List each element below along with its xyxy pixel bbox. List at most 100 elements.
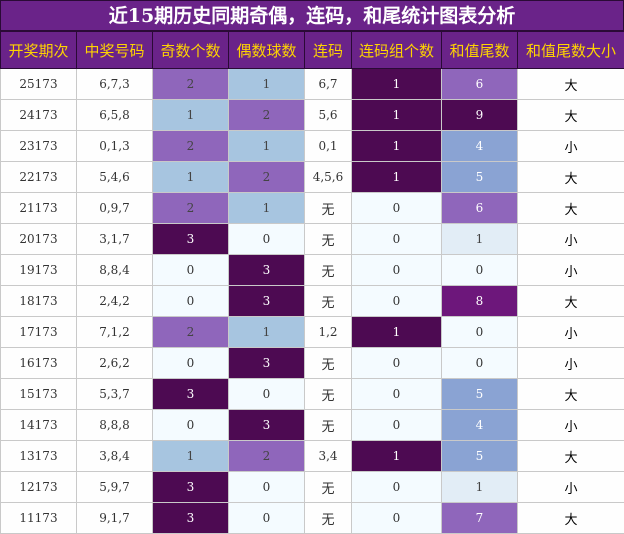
- cell-sum-tail: 1: [442, 472, 518, 503]
- header-row: 开奖期次 中奖号码 奇数个数 偶数球数 连码 连码组个数 和值尾数 和值尾数大小: [1, 32, 624, 69]
- cell-consecutive-groups: 0: [352, 286, 442, 317]
- cell-consecutive-groups: 1: [352, 441, 442, 472]
- cell-period: 13173: [1, 441, 77, 472]
- cell-sum-tail-size: 大: [518, 162, 624, 193]
- cell-period: 25173: [1, 69, 77, 100]
- cell-period: 16173: [1, 348, 77, 379]
- cell-sum-tail: 8: [442, 286, 518, 317]
- header-odd-count: 奇数个数: [153, 32, 229, 69]
- cell-numbers: 5,9,7: [77, 472, 153, 503]
- cell-even-count: 2: [229, 100, 305, 131]
- cell-consecutive-groups: 0: [352, 472, 442, 503]
- cell-odd-count: 0: [153, 286, 229, 317]
- cell-sum-tail-size: 大: [518, 441, 624, 472]
- cell-odd-count: 2: [153, 131, 229, 162]
- cell-sum-tail-size: 小: [518, 317, 624, 348]
- cell-sum-tail: 9: [442, 100, 518, 131]
- cell-consecutive-groups: 1: [352, 131, 442, 162]
- cell-consecutive-groups: 0: [352, 193, 442, 224]
- cell-consecutive: 无: [305, 503, 352, 534]
- cell-sum-tail: 5: [442, 441, 518, 472]
- cell-odd-count: 1: [153, 441, 229, 472]
- cell-consecutive: 无: [305, 472, 352, 503]
- cell-sum-tail-size: 小: [518, 410, 624, 441]
- cell-even-count: 1: [229, 193, 305, 224]
- cell-period: 23173: [1, 131, 77, 162]
- cell-odd-count: 3: [153, 224, 229, 255]
- header-sum-tail-size: 和值尾数大小: [518, 32, 624, 69]
- cell-even-count: 1: [229, 131, 305, 162]
- cell-period: 12173: [1, 472, 77, 503]
- cell-sum-tail: 0: [442, 348, 518, 379]
- cell-odd-count: 3: [153, 472, 229, 503]
- cell-even-count: 2: [229, 162, 305, 193]
- cell-numbers: 8,8,8: [77, 410, 153, 441]
- cell-consecutive: 无: [305, 255, 352, 286]
- cell-numbers: 3,1,7: [77, 224, 153, 255]
- cell-even-count: 0: [229, 472, 305, 503]
- cell-even-count: 3: [229, 255, 305, 286]
- cell-consecutive: 无: [305, 193, 352, 224]
- cell-period: 24173: [1, 100, 77, 131]
- cell-sum-tail: 7: [442, 503, 518, 534]
- cell-even-count: 3: [229, 286, 305, 317]
- cell-consecutive: 无: [305, 286, 352, 317]
- cell-even-count: 0: [229, 224, 305, 255]
- cell-consecutive-groups: 0: [352, 348, 442, 379]
- cell-consecutive: 0,1: [305, 131, 352, 162]
- cell-even-count: 3: [229, 348, 305, 379]
- cell-sum-tail: 4: [442, 131, 518, 162]
- cell-consecutive-groups: 0: [352, 379, 442, 410]
- header-numbers: 中奖号码: [77, 32, 153, 69]
- cell-even-count: 1: [229, 69, 305, 100]
- cell-consecutive: 无: [305, 224, 352, 255]
- cell-sum-tail-size: 小: [518, 348, 624, 379]
- cell-even-count: 2: [229, 441, 305, 472]
- cell-numbers: 5,4,6: [77, 162, 153, 193]
- cell-sum-tail: 5: [442, 379, 518, 410]
- cell-sum-tail-size: 大: [518, 193, 624, 224]
- header-consecutive: 连码: [305, 32, 352, 69]
- cell-consecutive-groups: 0: [352, 503, 442, 534]
- cell-consecutive: 3,4: [305, 441, 352, 472]
- header-even-count: 偶数球数: [229, 32, 305, 69]
- cell-sum-tail: 1: [442, 224, 518, 255]
- cell-numbers: 3,8,4: [77, 441, 153, 472]
- header-consecutive-groups: 连码组个数: [352, 32, 442, 69]
- cell-consecutive-groups: 1: [352, 317, 442, 348]
- cell-numbers: 2,4,2: [77, 286, 153, 317]
- cell-odd-count: 0: [153, 348, 229, 379]
- cell-consecutive-groups: 1: [352, 69, 442, 100]
- cell-sum-tail-size: 小: [518, 472, 624, 503]
- cell-sum-tail-size: 大: [518, 379, 624, 410]
- cell-sum-tail-size: 大: [518, 286, 624, 317]
- cell-numbers: 0,9,7: [77, 193, 153, 224]
- cell-numbers: 5,3,7: [77, 379, 153, 410]
- cell-period: 14173: [1, 410, 77, 441]
- cell-period: 21173: [1, 193, 77, 224]
- header-sum-tail: 和值尾数: [442, 32, 518, 69]
- cell-sum-tail-size: 小: [518, 255, 624, 286]
- cell-numbers: 8,8,4: [77, 255, 153, 286]
- cell-sum-tail: 0: [442, 255, 518, 286]
- cell-consecutive-groups: 1: [352, 100, 442, 131]
- cell-even-count: 0: [229, 379, 305, 410]
- cell-odd-count: 2: [153, 317, 229, 348]
- cell-consecutive-groups: 0: [352, 410, 442, 441]
- cell-consecutive: 6,7: [305, 69, 352, 100]
- page-title: 近15期历史同期奇偶，连码，和尾统计图表分析: [0, 0, 624, 31]
- cell-sum-tail-size: 大: [518, 69, 624, 100]
- cell-sum-tail: 6: [442, 193, 518, 224]
- cell-odd-count: 1: [153, 162, 229, 193]
